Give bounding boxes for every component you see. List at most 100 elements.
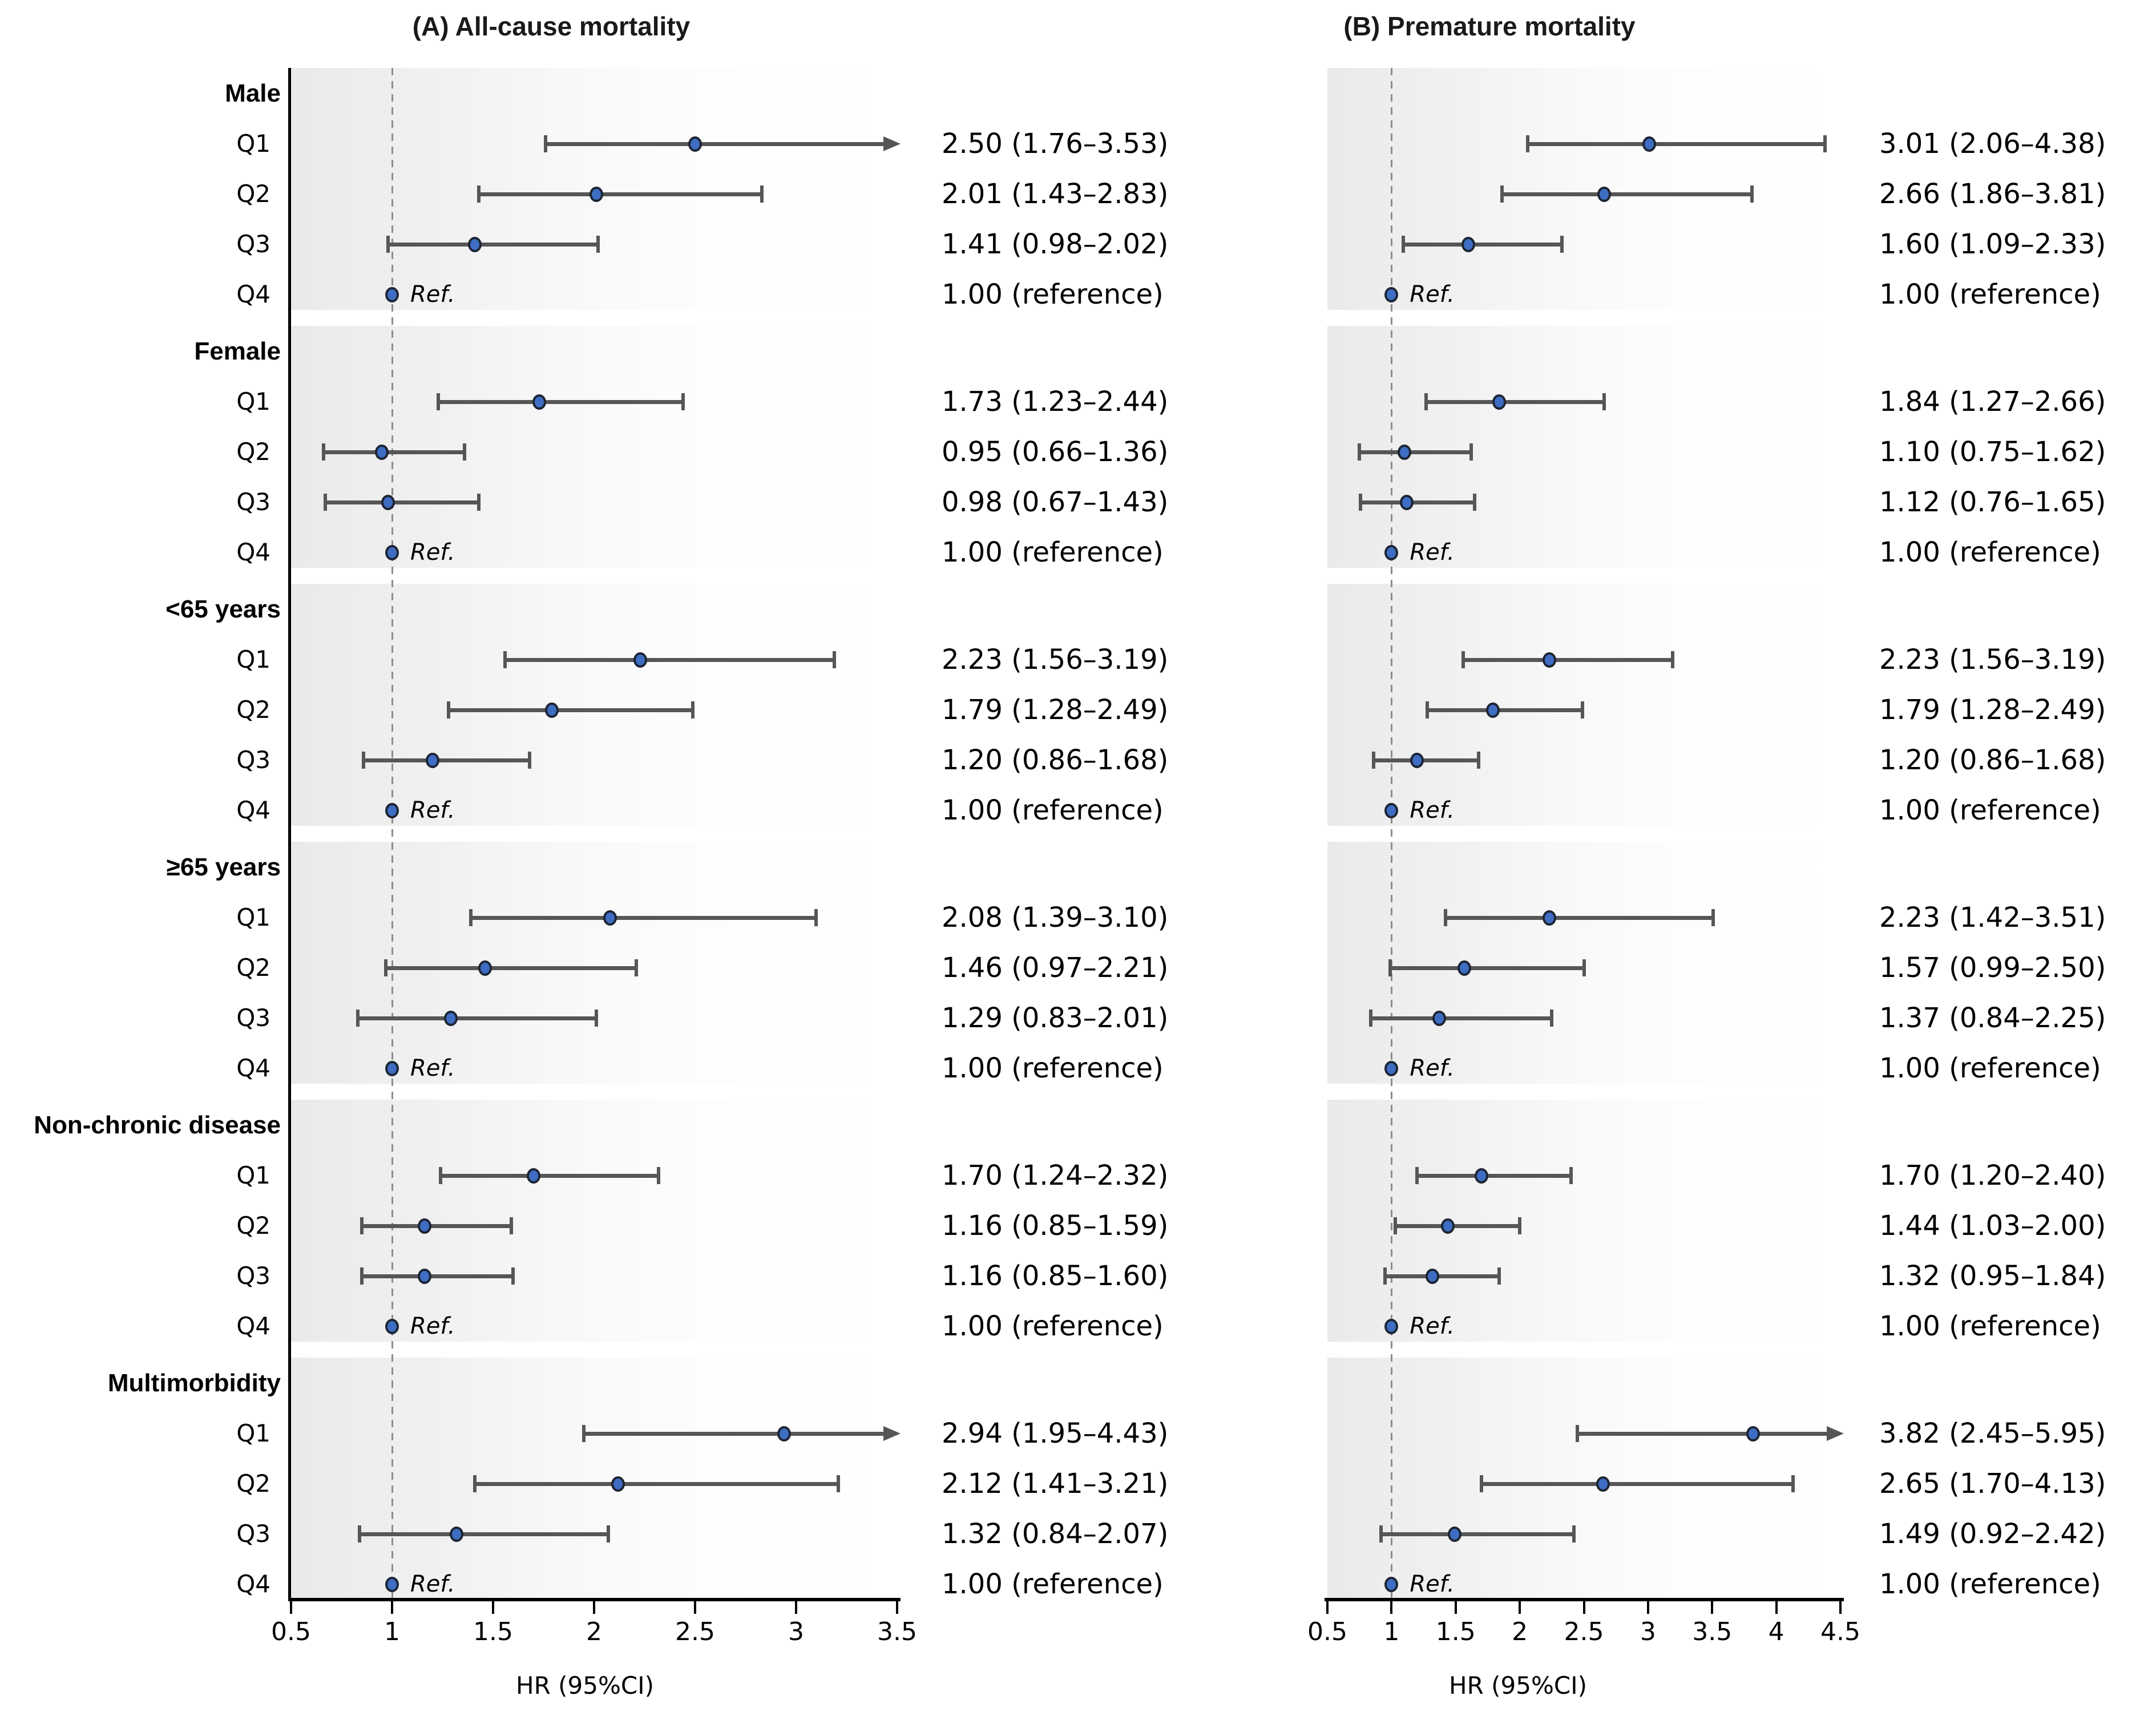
error-bar-cap-left bbox=[1424, 393, 1428, 410]
error-bar bbox=[440, 1174, 659, 1178]
row-label: Q3 bbox=[236, 1262, 270, 1290]
error-bar-cap-right bbox=[837, 1475, 841, 1492]
x-tick bbox=[1519, 1601, 1521, 1614]
x-tick bbox=[1646, 1601, 1649, 1614]
error-bar-cap-left bbox=[447, 701, 451, 718]
row-label: Q2 bbox=[236, 696, 270, 724]
x-tick bbox=[1711, 1601, 1714, 1614]
error-bar-cap-left bbox=[438, 1167, 442, 1184]
error-bar bbox=[1417, 1174, 1571, 1178]
estimate-text: 1.00 (reference) bbox=[1879, 536, 2101, 568]
error-bar-cap-right bbox=[833, 651, 837, 668]
error-bar-cap-left bbox=[1525, 135, 1529, 152]
error-bar-cap-left bbox=[1443, 909, 1447, 926]
error-bar bbox=[475, 1482, 839, 1486]
point-marker bbox=[385, 803, 399, 818]
x-tick bbox=[1454, 1601, 1457, 1614]
error-bar-cap-left bbox=[544, 135, 548, 152]
error-bar-cap-right bbox=[1560, 236, 1564, 253]
point-marker bbox=[385, 1319, 399, 1334]
estimate-text: 2.65 (1.70–4.13) bbox=[1879, 1468, 2106, 1500]
row-label: Q4 bbox=[236, 1054, 270, 1082]
x-tick-label: 4.5 bbox=[1820, 1617, 1860, 1646]
estimate-text: 1.12 (0.76–1.65) bbox=[1879, 486, 2106, 518]
estimate-text: 1.46 (0.97–2.21) bbox=[942, 952, 1169, 984]
error-bar bbox=[1373, 758, 1479, 762]
estimate-text: 3.01 (2.06–4.38) bbox=[1879, 128, 2106, 160]
estimate-text: 2.23 (1.42–3.51) bbox=[1879, 902, 2106, 934]
row-label: Q4 bbox=[236, 796, 270, 824]
x-tick bbox=[1775, 1601, 1778, 1614]
error-bar bbox=[1501, 192, 1752, 196]
estimate-text: 1.00 (reference) bbox=[942, 1052, 1164, 1084]
point-marker bbox=[385, 1577, 399, 1592]
point-marker bbox=[1397, 445, 1411, 460]
error-bar-cap-left bbox=[324, 494, 328, 511]
error-bar-cap-left bbox=[437, 393, 441, 410]
point-marker bbox=[611, 1476, 625, 1492]
arrow-head bbox=[1827, 1426, 1844, 1441]
error-bar-cap-left bbox=[503, 651, 507, 668]
error-bar bbox=[584, 1432, 888, 1436]
point-marker bbox=[478, 960, 492, 976]
error-bar-cap-right bbox=[511, 1267, 515, 1285]
reference-line bbox=[391, 68, 393, 1598]
error-bar bbox=[386, 966, 637, 970]
x-tick-label: 0.5 bbox=[1307, 1617, 1347, 1646]
panel-a-xaxis-label: HR (95%CI) bbox=[516, 1671, 654, 1699]
estimate-text: 1.84 (1.27–2.66) bbox=[1879, 386, 2106, 418]
point-marker bbox=[381, 495, 395, 510]
plot-band bbox=[291, 1100, 897, 1342]
ref-label: Ref. bbox=[1410, 1313, 1455, 1339]
estimate-text: 1.00 (reference) bbox=[1879, 278, 2101, 310]
error-bar-cap-right bbox=[477, 494, 481, 511]
row-label: Q4 bbox=[236, 280, 270, 308]
estimate-text: 2.23 (1.56–3.19) bbox=[1879, 644, 2106, 676]
estimate-text: 2.01 (1.43–2.83) bbox=[942, 178, 1169, 210]
point-marker bbox=[1432, 1011, 1446, 1026]
section-label: <65 years bbox=[165, 595, 281, 623]
ref-label: Ref. bbox=[410, 1571, 455, 1597]
error-bar bbox=[438, 400, 683, 404]
point-marker bbox=[1384, 287, 1399, 302]
error-bar-cap-right bbox=[691, 701, 695, 718]
estimate-text: 1.00 (reference) bbox=[942, 1568, 1164, 1600]
error-bar-cap-right bbox=[596, 236, 600, 253]
row-label: Q1 bbox=[236, 645, 270, 673]
estimate-text: 1.10 (0.75–1.62) bbox=[1879, 436, 2106, 468]
error-bar bbox=[1359, 450, 1471, 454]
error-bar-cap-right bbox=[527, 752, 531, 769]
x-tick-label: 1 bbox=[1383, 1617, 1400, 1646]
x-tick-label: 0.5 bbox=[271, 1617, 311, 1646]
error-bar-cap-right bbox=[1711, 909, 1715, 926]
estimate-text: 1.29 (0.83–2.01) bbox=[942, 1002, 1169, 1034]
estimate-text: 1.79 (1.28–2.49) bbox=[942, 694, 1169, 726]
error-bar-cap-left bbox=[358, 1525, 362, 1543]
estimate-text: 2.23 (1.56–3.19) bbox=[942, 644, 1169, 676]
error-bar-cap-right bbox=[1477, 752, 1481, 769]
error-bar bbox=[505, 658, 835, 662]
plot-band bbox=[291, 842, 897, 1084]
point-marker bbox=[544, 702, 559, 718]
point-marker bbox=[526, 1168, 540, 1184]
y-axis-line bbox=[288, 68, 291, 1601]
estimate-text: 2.94 (1.95–4.43) bbox=[942, 1418, 1169, 1450]
error-bar bbox=[1426, 400, 1605, 404]
error-bar-cap-left bbox=[1383, 1267, 1387, 1285]
error-bar-cap-right bbox=[606, 1525, 610, 1543]
error-bar-cap-right bbox=[1569, 1167, 1573, 1184]
error-bar-cap-left bbox=[384, 959, 388, 976]
estimate-text: 1.00 (reference) bbox=[942, 278, 1164, 310]
error-bar bbox=[1403, 243, 1563, 247]
point-marker bbox=[1474, 1168, 1488, 1184]
error-bar-cap-left bbox=[360, 1267, 364, 1285]
estimate-text: 1.57 (0.99–2.50) bbox=[1879, 952, 2106, 984]
error-bar-cap-left bbox=[1401, 236, 1405, 253]
plot-band bbox=[1327, 326, 1840, 568]
row-label: Q1 bbox=[236, 130, 270, 158]
error-bar-cap-left bbox=[1461, 651, 1465, 668]
x-tick bbox=[1390, 1601, 1393, 1614]
error-bar bbox=[387, 243, 599, 247]
row-label: Q2 bbox=[236, 1212, 270, 1239]
